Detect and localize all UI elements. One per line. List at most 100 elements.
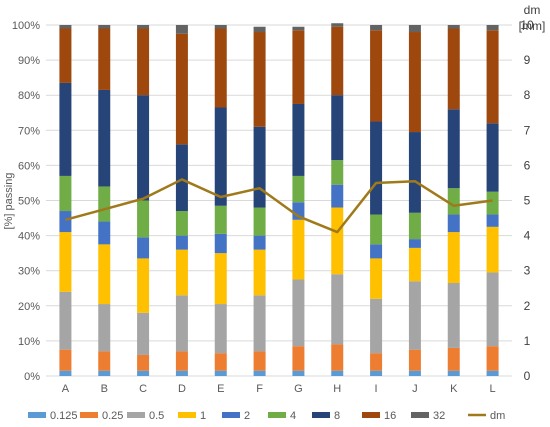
bar-segment: [253, 207, 266, 236]
legend-label: 1: [200, 410, 206, 422]
x-tick-label: C: [139, 383, 147, 395]
bar-segment: [331, 23, 344, 27]
bar-segment: [175, 295, 188, 352]
bar-segment: [370, 353, 383, 371]
bar-segment: [370, 121, 383, 215]
legend-label: 2: [244, 410, 250, 422]
bar-segment: [370, 25, 383, 31]
y2-tick-label: 3: [524, 264, 531, 278]
bar-segment: [59, 211, 72, 233]
legend-swatch: [28, 412, 46, 418]
y-axis-title: [%] passing: [3, 173, 15, 230]
bar-segment: [214, 233, 227, 254]
bar-segment: [253, 370, 266, 376]
bar-segment: [253, 32, 266, 127]
y-tick-label: 80%: [18, 90, 40, 102]
bar-segment: [137, 312, 150, 355]
gridlines: [46, 24, 512, 377]
bar-segment: [408, 239, 421, 248]
x-tick-label: F: [256, 383, 263, 395]
bar-segment: [486, 370, 499, 376]
y-tick-label: 20%: [18, 301, 40, 313]
bars-layer: [59, 23, 499, 376]
bar-segment: [137, 354, 150, 371]
legend-swatch: [222, 412, 240, 418]
bar-segment: [292, 346, 305, 371]
y2-axis-title-line2: [mm]: [519, 19, 546, 33]
bar-segment: [98, 351, 111, 371]
bar-segment: [447, 25, 460, 29]
bar-segment: [331, 26, 344, 96]
bar-segment: [59, 232, 72, 292]
bar-segment: [98, 221, 111, 245]
x-tick-label: J: [412, 383, 418, 395]
bar-segment: [214, 107, 227, 206]
bar-segment: [175, 144, 188, 212]
y2-axis-ticks: 0 1 2 3 4 5 6 7 8 9 10: [520, 18, 534, 383]
bar-segment: [408, 349, 421, 371]
bar-segment: [292, 175, 305, 203]
y-tick-label: 50%: [18, 196, 40, 208]
bar-segment: [137, 258, 150, 313]
legend-swatch: [312, 412, 330, 418]
bar-segment: [137, 200, 150, 238]
bar-segment: [331, 95, 344, 161]
bar-segment: [137, 28, 150, 96]
bar-segment: [175, 211, 188, 236]
bar-segment: [447, 370, 460, 376]
bar-segment: [214, 370, 227, 376]
bar-segment: [408, 247, 421, 282]
x-tick-label: A: [62, 383, 70, 395]
bar-segment: [486, 226, 499, 273]
bar-segment: [292, 30, 305, 104]
legend-label: 0.25: [102, 410, 123, 422]
bar-segment: [59, 25, 72, 29]
bar-segment: [447, 188, 460, 215]
bar-segment: [59, 349, 72, 371]
bar-segment: [486, 272, 499, 347]
bar-segment: [292, 279, 305, 347]
bar-segment: [175, 249, 188, 296]
bar-segment: [408, 212, 421, 240]
bar-segment: [447, 109, 460, 189]
legend-label: 32: [433, 410, 445, 422]
bar-segment: [253, 26, 266, 33]
x-tick-label: K: [450, 383, 458, 395]
x-tick-label: E: [217, 383, 224, 395]
bar-segment: [370, 370, 383, 376]
bar-segment: [59, 291, 72, 350]
y2-axis-title-line1: dm: [524, 3, 541, 17]
bar-segment: [59, 175, 72, 212]
bar-segment: [292, 370, 305, 376]
bar-segment: [370, 30, 383, 122]
bar-segment: [214, 205, 227, 234]
bar-segment: [447, 232, 460, 283]
bar-segment: [214, 353, 227, 371]
dm-line-layer: [65, 178, 493, 234]
bar-segment: [370, 258, 383, 299]
y2-tick-label: 1: [524, 334, 531, 348]
x-tick-label: H: [333, 383, 341, 395]
legend-label: 0.5: [149, 410, 164, 422]
y2-tick-label: 8: [524, 88, 531, 102]
bar-segment: [331, 344, 344, 371]
bar-segment: [408, 370, 421, 376]
bar-segment: [59, 370, 72, 376]
bar-segment: [486, 214, 499, 227]
bar-segment: [253, 126, 266, 208]
x-tick-label: B: [101, 383, 108, 395]
bar-segment: [331, 207, 344, 275]
legend-label: 16: [384, 410, 396, 422]
y2-tick-label: 10: [520, 18, 534, 32]
bar-segment: [292, 219, 305, 280]
bar-segment: [137, 95, 150, 201]
bar-segment: [447, 214, 460, 233]
bar-segment: [331, 274, 344, 345]
bar-segment: [486, 123, 499, 192]
legend: 0.125 0.25 0.5 1 2 4 8 16 32 dm: [28, 410, 505, 422]
bar-segment: [137, 25, 150, 29]
y2-tick-label: 6: [524, 158, 531, 172]
bar-segment: [486, 346, 499, 371]
dm-line: [65, 178, 493, 234]
x-tick-label: G: [294, 383, 303, 395]
